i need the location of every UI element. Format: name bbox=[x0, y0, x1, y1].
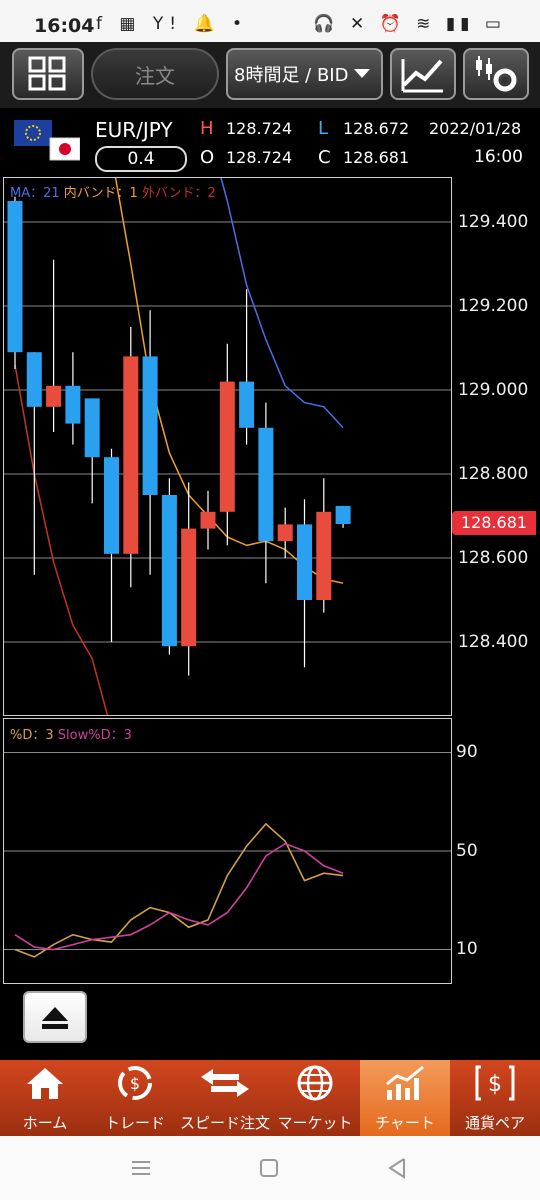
tab-home[interactable]: ホーム bbox=[0, 1060, 90, 1136]
tab-label: ホーム bbox=[22, 1114, 68, 1132]
quote-time: 16:00 bbox=[474, 147, 523, 167]
home-icon bbox=[27, 1068, 63, 1099]
legend-inner-band: 内バンド：1 bbox=[63, 186, 138, 201]
legend-d: %D：3 bbox=[10, 728, 54, 743]
high-value: 128.724 bbox=[226, 119, 293, 138]
current-price-badge: 128.681 bbox=[452, 511, 536, 535]
candle-body bbox=[84, 398, 100, 458]
close-value: 128.681 bbox=[343, 148, 410, 167]
home-nav-icon[interactable] bbox=[259, 1158, 279, 1178]
price-tick: 129.200 bbox=[458, 296, 529, 316]
tab-label: スピード注文 bbox=[180, 1114, 271, 1132]
candle-body bbox=[26, 352, 42, 407]
slow-d-line bbox=[14, 842, 344, 951]
candle-body bbox=[65, 385, 81, 424]
chart-settings-button[interactable] bbox=[463, 48, 529, 100]
tab-trade[interactable]: $ トレード bbox=[90, 1060, 180, 1136]
grid-icon bbox=[28, 56, 66, 91]
candle-body bbox=[161, 495, 177, 647]
low-label: L bbox=[318, 118, 329, 139]
svg-text:$: $ bbox=[488, 1072, 502, 1097]
upper-inner-band-line bbox=[220, 178, 344, 429]
period-label: 8時間足 / BID bbox=[234, 65, 349, 86]
candle-body bbox=[7, 201, 23, 353]
legend-ma: MA：21 bbox=[10, 186, 60, 201]
bottom-tab-bar: ホーム $ トレード スピード注文 マーケット チャート $ 通貨ペア bbox=[0, 1060, 540, 1136]
legend-outer-band: 外バンド：2 bbox=[141, 186, 216, 201]
quote-header: EUR/JPY 0.4 H 128.724 L 128.672 2022/01/… bbox=[0, 108, 540, 176]
price-tick: 129.400 bbox=[458, 212, 529, 232]
period-select[interactable]: 8時間足 / BID bbox=[226, 48, 383, 100]
grid-menu-button[interactable] bbox=[12, 48, 84, 100]
price-tick: 128.400 bbox=[458, 632, 529, 652]
trade-icon: $ bbox=[118, 1066, 152, 1100]
system-nav-bar bbox=[0, 1136, 540, 1200]
globe-icon bbox=[297, 1065, 333, 1101]
svg-text:$: $ bbox=[130, 1074, 140, 1093]
candle-gear-icon bbox=[476, 56, 517, 92]
speed-order-icon bbox=[201, 1069, 249, 1097]
candle-body bbox=[219, 381, 235, 512]
system-icons: 🎧 ✕ ⏰ ≋ ▮▮ ▭ bbox=[313, 14, 506, 34]
high-label: H bbox=[200, 118, 214, 139]
status-time: 16:04 bbox=[34, 15, 95, 37]
spread-badge: 0.4 bbox=[95, 146, 187, 172]
tab-label: マーケット bbox=[277, 1114, 353, 1132]
tab-chart[interactable]: チャート bbox=[360, 1060, 450, 1136]
candle-body bbox=[46, 385, 62, 407]
oscillator-tick: 90 bbox=[456, 742, 478, 762]
tab-market[interactable]: マーケット bbox=[270, 1060, 360, 1136]
tab-currency-pair[interactable]: $ 通貨ペア bbox=[450, 1060, 540, 1136]
pair-name: EUR/JPY bbox=[95, 118, 173, 142]
collapse-toolbar-button[interactable] bbox=[23, 991, 87, 1043]
open-label: O bbox=[200, 147, 215, 168]
tab-label: トレード bbox=[104, 1114, 165, 1132]
recent-apps-icon[interactable] bbox=[130, 1158, 152, 1178]
price-tick: 129.000 bbox=[458, 380, 529, 400]
legend-slow-d: Slow%D：3 bbox=[57, 728, 132, 743]
price-chart[interactable] bbox=[4, 178, 451, 715]
low-value: 128.672 bbox=[343, 119, 410, 138]
currency-flags-icon bbox=[14, 120, 80, 161]
order-button[interactable]: 注文 bbox=[91, 48, 219, 100]
close-label: C bbox=[318, 147, 331, 168]
lower-outer-band-line bbox=[14, 364, 109, 715]
price-chart-panel[interactable]: MA：21 内バンド：1 外バンド：2 bbox=[3, 177, 452, 716]
tab-speed-order[interactable]: スピード注文 bbox=[180, 1060, 270, 1136]
chart-type-button[interactable] bbox=[390, 48, 456, 100]
candle-body bbox=[335, 505, 351, 524]
candle-body bbox=[104, 457, 119, 554]
oscillator-tick: 10 bbox=[456, 939, 478, 959]
eject-icon bbox=[42, 1007, 68, 1029]
oscillator-tick: 50 bbox=[456, 841, 478, 861]
tab-label: 通貨ペア bbox=[464, 1114, 525, 1132]
price-chart-legend: MA：21 内バンド：1 外バンド：2 bbox=[10, 182, 216, 201]
candle-body bbox=[200, 511, 216, 529]
line-chart-icon bbox=[401, 59, 443, 93]
oscillator-panel[interactable]: %D：3 Slow%D：3 bbox=[3, 718, 452, 984]
candle-body bbox=[181, 528, 197, 647]
quote-date: 2022/01/28 bbox=[429, 119, 522, 138]
candle-body bbox=[239, 381, 255, 428]
oscillator-legend: %D：3 Slow%D：3 bbox=[10, 724, 132, 743]
candle-body bbox=[258, 427, 274, 542]
price-tick: 128.800 bbox=[458, 464, 529, 484]
oscillator-chart[interactable] bbox=[4, 719, 451, 983]
d-line bbox=[14, 822, 344, 958]
candle-body bbox=[123, 356, 139, 554]
candle-body bbox=[142, 356, 158, 495]
candle-body bbox=[297, 524, 312, 600]
back-nav-icon[interactable] bbox=[386, 1157, 408, 1179]
tab-label: チャート bbox=[375, 1114, 435, 1132]
toolbar: 注文 8時間足 / BID bbox=[0, 42, 540, 108]
open-value: 128.724 bbox=[226, 148, 293, 167]
chart-icon bbox=[386, 1065, 424, 1100]
price-tick: 128.600 bbox=[458, 548, 529, 568]
notification-icons: f ▦ Y! 🔔 • bbox=[96, 14, 249, 34]
candle-body bbox=[316, 511, 332, 600]
candle-body bbox=[277, 524, 293, 542]
currency-pair-icon: $ bbox=[475, 1065, 515, 1101]
dropdown-caret-icon bbox=[354, 69, 371, 78]
